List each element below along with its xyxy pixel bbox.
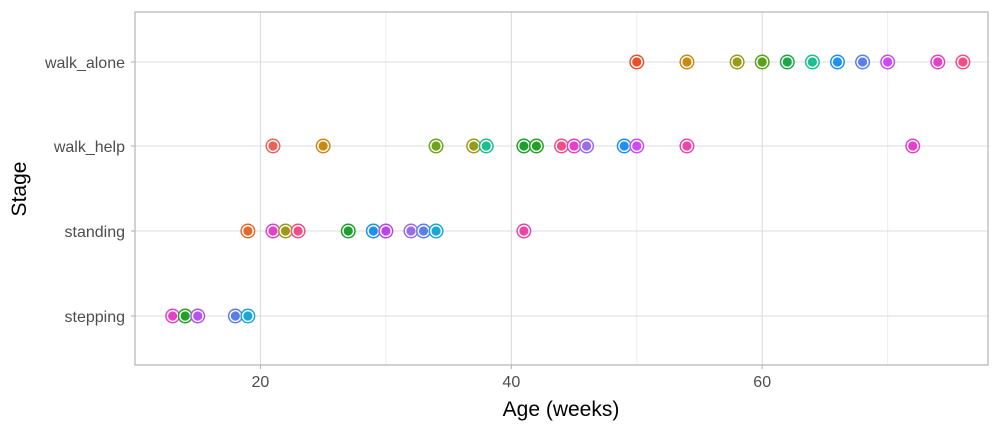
data-point bbox=[265, 138, 281, 154]
data-point bbox=[779, 54, 795, 70]
x-axis-ticks: 20 40 60 bbox=[252, 365, 771, 391]
data-point bbox=[265, 223, 281, 239]
data-point bbox=[516, 223, 532, 239]
point-dot bbox=[431, 141, 441, 151]
x-axis-title: Age (weeks) bbox=[503, 398, 620, 421]
y-axis-title: Stage bbox=[8, 162, 31, 217]
data-point bbox=[365, 223, 381, 239]
data-point bbox=[340, 223, 356, 239]
data-point bbox=[930, 54, 946, 70]
data-point bbox=[466, 138, 482, 154]
x-tick-label: 40 bbox=[502, 374, 520, 391]
point-dot bbox=[632, 57, 642, 67]
data-point bbox=[754, 54, 770, 70]
y-axis-ticks: stepping standing walk_help walk_alone bbox=[44, 55, 135, 326]
data-point bbox=[855, 54, 871, 70]
point-dot bbox=[782, 57, 792, 67]
data-point bbox=[554, 138, 569, 154]
point-dot bbox=[519, 226, 529, 236]
point-dot bbox=[883, 57, 893, 67]
data-point bbox=[165, 308, 181, 324]
point-dot bbox=[230, 311, 240, 321]
data-point bbox=[190, 308, 206, 324]
data-point bbox=[679, 138, 695, 154]
point-dot bbox=[832, 57, 843, 67]
data-point bbox=[428, 138, 444, 154]
data-point bbox=[829, 54, 845, 70]
point-dot bbox=[857, 57, 868, 67]
data-point bbox=[378, 223, 394, 239]
point-dot bbox=[368, 226, 378, 236]
data-point bbox=[428, 223, 444, 239]
point-dot bbox=[318, 141, 328, 151]
point-dot bbox=[682, 141, 692, 151]
point-dot bbox=[556, 141, 567, 151]
point-dot bbox=[268, 226, 278, 236]
data-point bbox=[616, 138, 632, 154]
point-dot bbox=[193, 311, 203, 321]
point-dot bbox=[168, 311, 178, 321]
data-point bbox=[478, 138, 494, 154]
data-point bbox=[528, 138, 544, 154]
point-dot bbox=[682, 57, 692, 67]
point-dot bbox=[757, 57, 767, 67]
data-point bbox=[679, 54, 695, 70]
point-dot bbox=[343, 226, 353, 236]
point-dot bbox=[180, 311, 190, 321]
point-dot bbox=[519, 141, 529, 151]
data-point bbox=[290, 223, 306, 239]
point-dot bbox=[581, 141, 592, 151]
point-dot bbox=[418, 226, 429, 236]
point-dot bbox=[619, 141, 629, 151]
y-tick-label: stepping bbox=[65, 309, 126, 326]
point-dot bbox=[807, 57, 817, 67]
point-dot bbox=[958, 57, 968, 67]
point-dot bbox=[531, 141, 542, 151]
data-point bbox=[579, 138, 595, 154]
data-point bbox=[240, 223, 256, 239]
point-dot bbox=[908, 141, 918, 151]
plot-panel-border bbox=[134, 11, 989, 366]
data-point bbox=[403, 223, 419, 239]
data-point bbox=[177, 308, 193, 324]
y-tick-label: walk_help bbox=[53, 139, 125, 156]
data-point bbox=[416, 223, 432, 239]
data-point bbox=[629, 138, 645, 154]
data-point bbox=[315, 138, 331, 154]
data-point bbox=[955, 54, 971, 70]
point-dot bbox=[381, 226, 391, 236]
point-dot bbox=[632, 141, 642, 151]
point-dot bbox=[569, 141, 579, 151]
point-dot bbox=[280, 226, 291, 236]
x-tick-label: 60 bbox=[753, 374, 771, 391]
point-dot bbox=[406, 226, 416, 236]
data-point bbox=[227, 308, 243, 324]
point-dot bbox=[732, 57, 742, 67]
point-dot bbox=[268, 141, 278, 151]
data-point bbox=[905, 138, 921, 154]
data-point bbox=[566, 138, 582, 154]
minor-gridlines bbox=[385, 12, 889, 365]
point-dot bbox=[481, 141, 491, 151]
point-dot bbox=[933, 57, 943, 67]
data-point bbox=[240, 308, 256, 324]
point-dot bbox=[431, 226, 441, 236]
data-point bbox=[278, 223, 294, 239]
point-dot bbox=[243, 226, 253, 236]
point-dot bbox=[243, 311, 253, 321]
data-points bbox=[165, 54, 971, 324]
data-point bbox=[880, 54, 896, 70]
point-dot bbox=[293, 226, 303, 236]
data-point bbox=[804, 54, 820, 70]
y-tick-label: standing bbox=[65, 224, 126, 241]
data-point bbox=[729, 54, 745, 70]
data-point bbox=[516, 138, 532, 154]
x-tick-label: 20 bbox=[252, 374, 270, 391]
y-tick-label: walk_alone bbox=[44, 55, 125, 72]
data-point bbox=[629, 54, 645, 70]
point-dot bbox=[469, 141, 479, 151]
